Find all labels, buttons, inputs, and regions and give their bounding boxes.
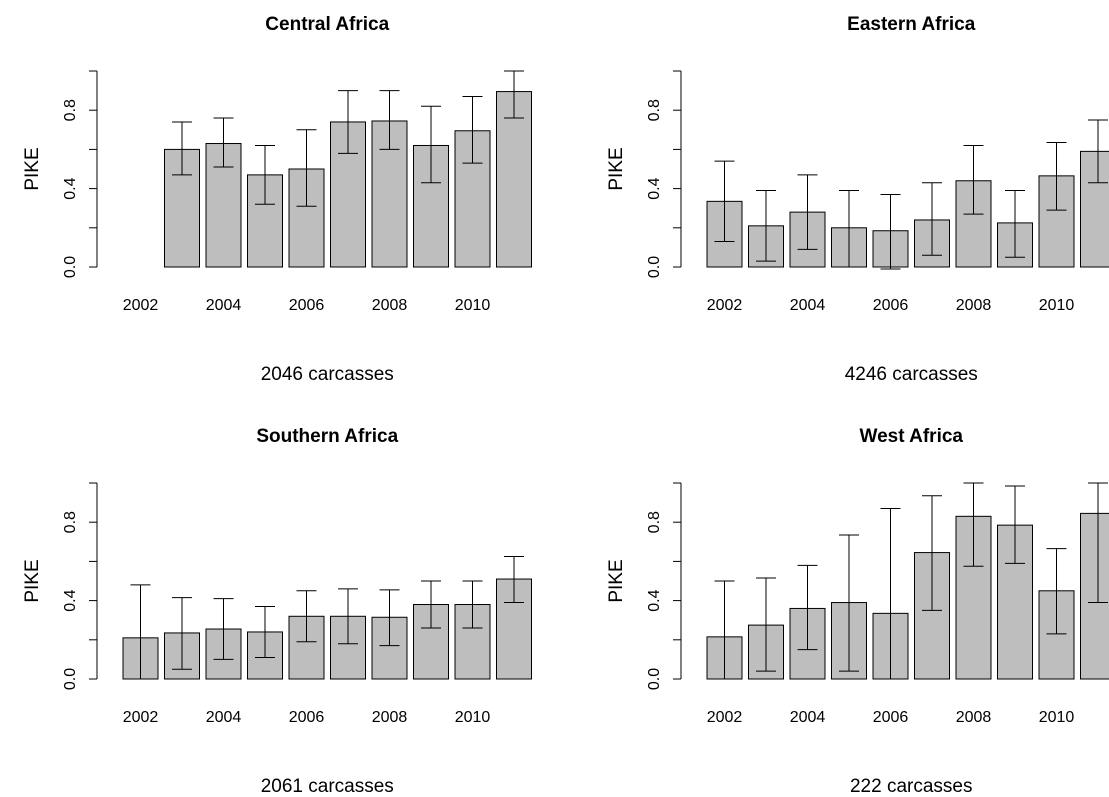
x-axis-title: 2046 carcasses <box>261 364 394 385</box>
x-tick-label: 2010 <box>455 709 491 726</box>
x-tick-label: 2008 <box>956 297 992 314</box>
chart-title: West Africa <box>860 426 964 447</box>
x-tick-label: 2010 <box>1039 709 1075 726</box>
x-tick-label: 2010 <box>455 297 491 314</box>
x-tick-label: 2008 <box>372 297 408 314</box>
chart-panel: Southern Africa 0.0 0.4 0.8 PIKE 2002 2004 2006… <box>22 426 532 797</box>
y-axis-title: PIKE <box>22 147 43 190</box>
x-tick-label: 2004 <box>790 297 826 314</box>
x-axis-title: 4246 carcasses <box>845 364 978 385</box>
x-axis-title: 2061 carcasses <box>261 776 394 797</box>
x-tick-label: 2002 <box>707 297 743 314</box>
x-axis-title: 222 carcasses <box>850 776 973 797</box>
chart-title: Southern Africa <box>256 426 398 447</box>
y-tick-label: 0.4 <box>62 177 79 199</box>
y-tick-label: 0.0 <box>646 256 663 278</box>
y-tick-label: 0.8 <box>62 99 79 121</box>
y-tick-label: 0.4 <box>646 177 663 199</box>
x-tick-label: 2004 <box>206 297 242 314</box>
chart-panel: Central Africa 0.0 0.4 0.8 PIKE 2002 2004 2006 2… <box>22 14 532 385</box>
chart-title: Central Africa <box>265 14 389 35</box>
x-tick-label: 2004 <box>206 709 242 726</box>
chart-panel: Eastern Africa 0.0 0.4 0.8 PIKE 2002 2004 2006 2… <box>606 14 1109 385</box>
bar-2011 <box>1080 150 1109 268</box>
x-tick-label: 2002 <box>123 297 159 314</box>
x-tick-label: 2004 <box>790 709 826 726</box>
y-tick-label: 0.4 <box>646 589 663 611</box>
x-tick-label: 2002 <box>123 709 159 726</box>
chart-title: Eastern Africa <box>847 14 976 35</box>
bar-2011 <box>496 91 532 268</box>
x-tick-label: 2008 <box>372 709 408 726</box>
x-tick-label: 2006 <box>289 297 325 314</box>
x-tick-label: 2006 <box>873 297 909 314</box>
y-axis-title: PIKE <box>606 147 627 190</box>
x-tick-label: 2006 <box>873 709 909 726</box>
x-tick-label: 2002 <box>707 709 743 726</box>
y-tick-label: 0.0 <box>646 668 663 690</box>
y-tick-label: 0.8 <box>646 99 663 121</box>
x-tick-label: 2008 <box>956 709 992 726</box>
x-tick-label: 2006 <box>289 709 325 726</box>
x-tick-label: 2010 <box>1039 297 1075 314</box>
y-axis-title: PIKE <box>22 559 43 602</box>
chart-panel: West Africa 0.0 0.4 0.8 PIKE 2002 2004 2006 2008… <box>606 426 1109 797</box>
y-tick-label: 0.8 <box>62 511 79 533</box>
bar-2011 <box>1080 512 1109 680</box>
y-tick-label: 0.4 <box>62 589 79 611</box>
y-tick-label: 0.0 <box>62 256 79 278</box>
y-tick-label: 0.0 <box>62 668 79 690</box>
y-tick-label: 0.8 <box>646 511 663 533</box>
y-axis-title: PIKE <box>606 559 627 602</box>
